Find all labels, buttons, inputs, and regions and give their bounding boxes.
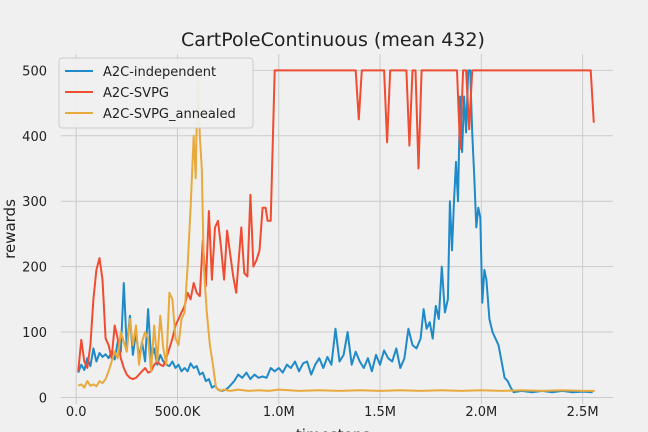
x-axis-label: timesteps bbox=[296, 426, 370, 432]
y-axis-label: rewards bbox=[1, 199, 19, 259]
series-line bbox=[77, 69, 593, 394]
y-tick-label: 500 bbox=[22, 64, 47, 79]
legend: A2C-independent A2C-SVPG A2C-SVPG_annealed bbox=[58, 57, 254, 129]
legend-label: A2C-independent bbox=[103, 65, 216, 80]
chart-title: CartPoleContinuous (mean 432) bbox=[181, 29, 485, 51]
x-tick-label: 1.5M bbox=[364, 405, 396, 420]
legend-label: A2C-SVPG bbox=[103, 86, 169, 101]
y-tick-label: 100 bbox=[22, 326, 47, 341]
x-tick-label: 0.0 bbox=[66, 405, 87, 420]
y-tick-label: 300 bbox=[22, 195, 47, 210]
y-tick-label: 200 bbox=[22, 261, 47, 276]
x-tick-label: 2.0M bbox=[465, 405, 497, 420]
legend-box bbox=[58, 57, 254, 129]
series-line bbox=[77, 69, 595, 392]
x-tick-label: 1.0M bbox=[263, 405, 295, 420]
y-tick-label: 0 bbox=[39, 391, 47, 406]
y-tick-label: 400 bbox=[22, 130, 47, 145]
series-line bbox=[77, 69, 595, 381]
legend-label: A2C-SVPG_annealed bbox=[103, 107, 236, 122]
x-tick-label: 500.0K bbox=[155, 405, 201, 420]
tick-labels: 0.0 500.0K 1.0M 1.5M 2.0M 2.5M 0 100 200 300 400 50… bbox=[22, 64, 598, 420]
x-tick-label: 2.5M bbox=[567, 405, 599, 420]
series-lines bbox=[77, 69, 595, 394]
